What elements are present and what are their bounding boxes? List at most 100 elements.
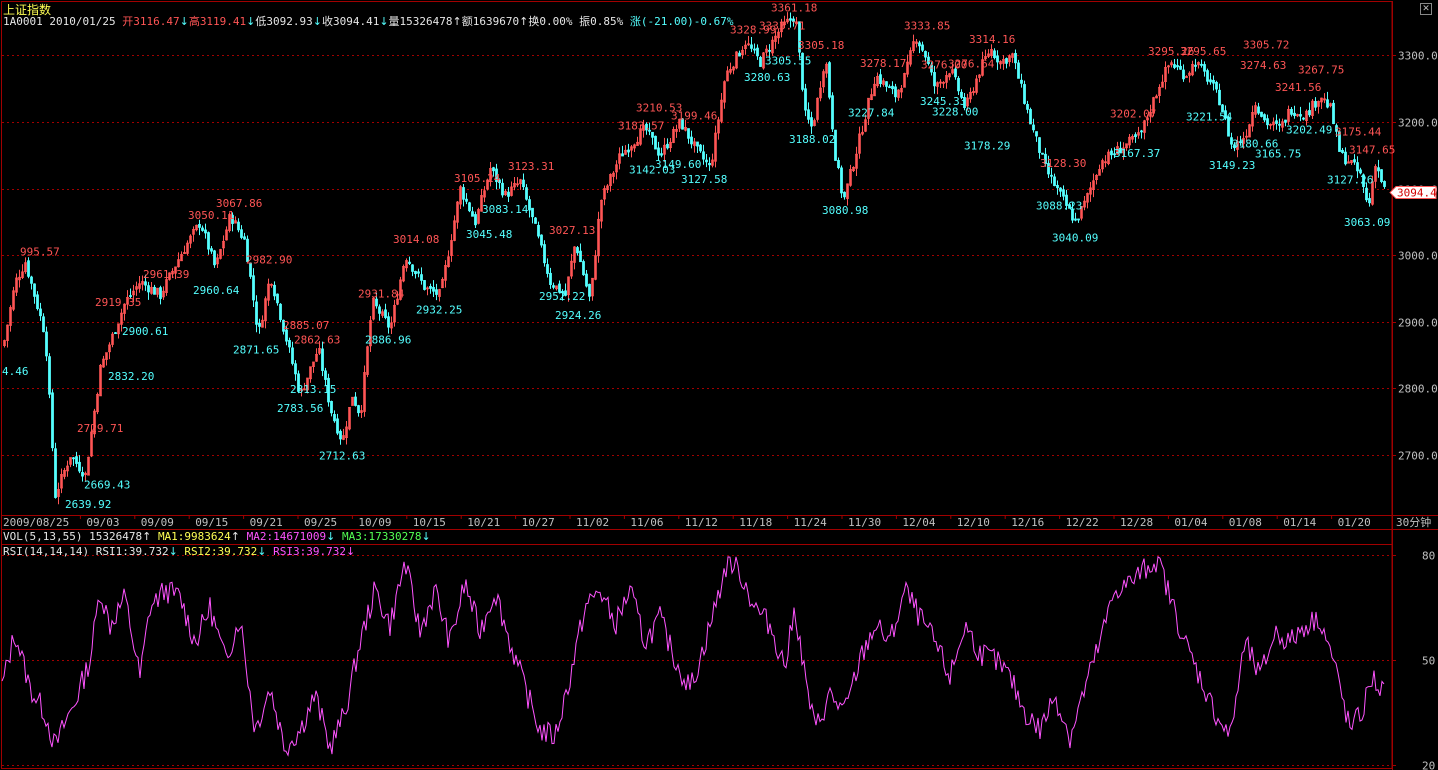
candle-body: [1377, 167, 1380, 172]
candle-body: [1209, 79, 1212, 83]
candle-body: [63, 470, 66, 477]
down-arrow-icon: ↓: [257, 545, 267, 558]
candle-body: [1098, 169, 1101, 176]
candle-body: [699, 144, 702, 152]
candle-body: [330, 401, 333, 414]
price-annotation: 2919.35: [95, 296, 141, 309]
date-tick-label: 09/25: [304, 516, 337, 529]
candle-body: [480, 195, 483, 212]
candle-body: [594, 255, 597, 280]
candle-body: [18, 276, 21, 281]
price-annotation: 3149.60: [655, 158, 701, 171]
candle-body: [258, 322, 261, 327]
low-value: 3092.93: [266, 15, 313, 28]
candle-body: [1062, 189, 1065, 197]
candle-body: [861, 131, 864, 135]
candle-body: [1146, 117, 1149, 121]
price-annotation: 3088.23: [1036, 200, 1082, 213]
candle-body: [339, 430, 342, 440]
rsi-tick-label: 50: [1422, 655, 1435, 668]
candle-body: [798, 21, 801, 53]
price-tick-label: 2700.0: [1398, 450, 1438, 463]
candle-body: [768, 49, 771, 52]
candle-body: [135, 286, 138, 290]
candle-body: [1371, 181, 1374, 205]
price-annotation: 3123.31: [508, 160, 554, 173]
candle-body: [1185, 76, 1188, 78]
candle-body: [1116, 146, 1119, 155]
date-tick-label: 10/09: [358, 516, 391, 529]
date-tick-label: 11/30: [848, 516, 881, 529]
price-annotation: 2924.26: [555, 309, 601, 322]
change-label: 涨: [629, 15, 641, 28]
candle-body: [486, 179, 489, 190]
candle-body: [327, 377, 330, 403]
candle-body: [1332, 102, 1335, 125]
candle-body: [1218, 89, 1221, 106]
candle-body: [657, 147, 660, 156]
candle-body: [1215, 81, 1218, 90]
price-annotation: 2639.92: [65, 498, 111, 511]
candle-body: [42, 316, 45, 333]
candle-body: [1131, 136, 1134, 140]
candle-body: [714, 132, 717, 162]
candle-body: [240, 229, 243, 238]
candle-body: [483, 190, 486, 198]
candle-body: [1008, 55, 1011, 63]
candle-body: [447, 256, 450, 267]
candle-body: [156, 287, 159, 295]
candle-body: [810, 117, 813, 127]
candle-body: [1029, 109, 1032, 125]
candle-body: [552, 285, 555, 288]
candle-body: [954, 68, 957, 78]
candle-body: [159, 287, 162, 299]
date-tick-label: 2009/08/25: [3, 516, 69, 529]
candle-body: [1314, 101, 1317, 108]
candle-body: [1260, 111, 1263, 117]
candle-body: [324, 370, 327, 380]
price-annotation: 3241.56: [1275, 81, 1321, 94]
candle-body: [177, 259, 180, 268]
candle-body: [1002, 58, 1005, 64]
candle-body: [531, 207, 534, 218]
down-arrow-icon: ↓: [246, 15, 256, 28]
price-annotation: 3027.13: [549, 224, 595, 237]
candle-body: [543, 244, 546, 264]
candle-body: [189, 235, 192, 244]
candle-body: [1221, 104, 1224, 112]
rsi-indicator-bar: RSI(14,14,14) RSI1:39.732↓ RSI2:39.732↓ …: [3, 545, 355, 558]
candle-body: [678, 118, 681, 129]
candle-body: [786, 18, 789, 23]
rsi-line: [1, 555, 1385, 757]
date-tick-label: 01/14: [1283, 516, 1316, 529]
close-icon[interactable]: ✕: [1420, 3, 1432, 15]
candle-body: [252, 275, 255, 301]
candle-body: [438, 289, 441, 297]
candle-body: [360, 410, 363, 413]
candle-body: [948, 73, 951, 78]
candle-body: [1089, 187, 1092, 195]
candle-body: [1026, 104, 1029, 110]
candle-body: [738, 52, 741, 57]
candle-body: [174, 266, 177, 274]
price-annotation: 3083.14: [482, 203, 529, 216]
price-annotation: 2931.84: [358, 287, 405, 300]
candle-body: [1329, 103, 1332, 107]
candle-body: [261, 319, 264, 328]
candle-body: [1230, 137, 1233, 145]
candle-body: [855, 153, 858, 169]
candle-body: [279, 303, 282, 320]
candle-body: [936, 82, 939, 87]
price-annotation: 3202.07: [1110, 108, 1156, 121]
date-tick-label: 11/12: [685, 516, 718, 529]
candle-body: [84, 472, 87, 476]
candle-body: [1383, 181, 1386, 187]
candle-body: [1290, 108, 1293, 115]
candle-body: [1287, 108, 1290, 122]
candle-body: [1293, 112, 1296, 117]
up-arrow-icon: ↑: [452, 15, 462, 28]
candle-body: [675, 129, 678, 132]
candle-body: [726, 70, 729, 82]
candle-body: [99, 364, 102, 397]
candle-body: [1083, 200, 1086, 208]
